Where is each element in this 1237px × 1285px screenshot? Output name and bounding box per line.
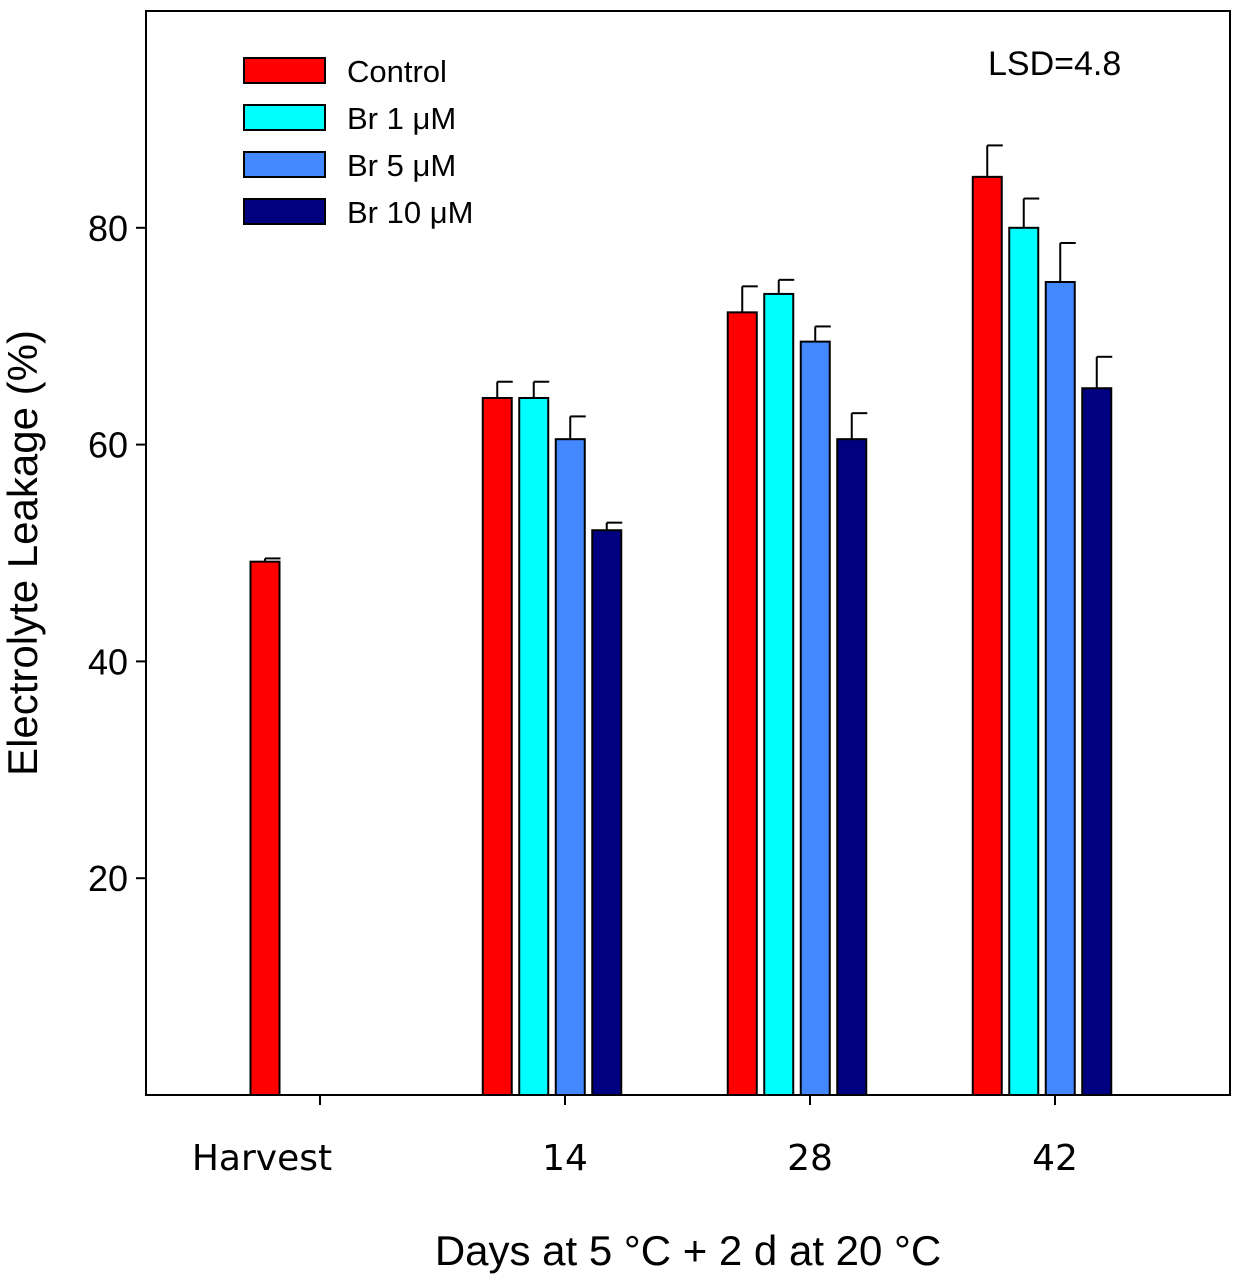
legend-label: Control — [347, 54, 447, 89]
legend-swatch — [243, 104, 326, 131]
x-tick-label: Harvest — [192, 1138, 332, 1179]
bar — [1044, 281, 1076, 1096]
legend-label: Br 5 μM — [347, 148, 456, 183]
legend-label: Br 1 μM — [347, 101, 456, 136]
x-tick-label: 42 — [1032, 1138, 1078, 1179]
legend-label: Br 10 μM — [347, 195, 473, 230]
legend-swatch — [243, 198, 326, 225]
y-tick-label: 20 — [88, 858, 128, 899]
bar — [554, 438, 586, 1096]
legend: Control Br 1 μM Br 5 μM Br 10 μM — [243, 54, 473, 230]
bar — [726, 311, 758, 1096]
bar — [971, 175, 1003, 1097]
y-tick-label: 60 — [88, 425, 128, 466]
lsd-annotation: LSD=4.8 — [988, 45, 1121, 83]
x-tick-label: 14 — [542, 1138, 588, 1179]
x-axis: Harvest 14 28 42 — [192, 1095, 1078, 1179]
x-axis-title: Days at 5 °C + 2 d at 20 °C — [435, 1227, 941, 1274]
bar — [1081, 387, 1113, 1096]
bar — [591, 529, 623, 1096]
legend-swatch — [243, 57, 326, 84]
bar — [481, 396, 513, 1097]
bar — [1008, 226, 1040, 1097]
bar — [836, 438, 868, 1096]
y-tick-label: 80 — [88, 208, 128, 249]
bars-group — [249, 144, 1113, 1097]
y-tick-label: 40 — [88, 641, 128, 682]
x-tick-label: 28 — [787, 1138, 833, 1179]
bar — [249, 560, 281, 1096]
bar — [518, 396, 550, 1097]
plot-frame — [145, 10, 1231, 1096]
legend-swatch — [243, 151, 326, 178]
bar — [763, 292, 795, 1096]
y-axis-title: Electrolyte Leakage (%) — [0, 330, 46, 776]
bar — [799, 340, 831, 1096]
y-axis: 20 40 60 80 — [88, 208, 146, 899]
